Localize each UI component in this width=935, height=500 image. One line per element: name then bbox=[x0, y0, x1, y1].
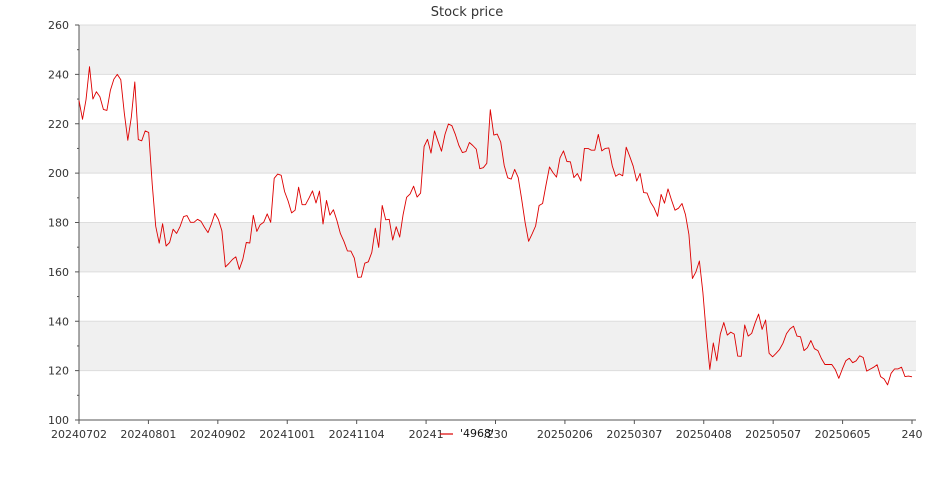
x-tick-label: 20241001 bbox=[259, 428, 315, 441]
x-tick-label: 20250206 bbox=[537, 428, 593, 441]
chart-title: Stock price bbox=[431, 5, 503, 20]
x-tick-label: 240 bbox=[902, 428, 923, 441]
y-axis: 100 120 140 160 180 200 220 240 260 bbox=[48, 19, 80, 427]
x-tick-label: .230 bbox=[483, 428, 508, 441]
y-tick-label: 220 bbox=[48, 118, 69, 131]
y-tick-label: 260 bbox=[48, 19, 69, 32]
x-tick-label: 20240902 bbox=[190, 428, 246, 441]
y-tick-label: 160 bbox=[48, 266, 69, 279]
legend-label: '4968' bbox=[460, 427, 494, 440]
price-line bbox=[78, 66, 913, 386]
background-bands bbox=[79, 25, 916, 371]
legend: '4968' bbox=[440, 427, 494, 440]
x-tick-label: 20241104 bbox=[329, 428, 385, 441]
y-tick-label: 100 bbox=[48, 414, 69, 427]
y-tick-label: 180 bbox=[48, 217, 69, 230]
x-tick-label: 20240801 bbox=[120, 428, 176, 441]
x-tick-label: 20241 bbox=[409, 428, 444, 441]
grid-band bbox=[79, 25, 916, 75]
y-tick-label: 140 bbox=[48, 315, 69, 328]
x-tick-label: 20240702 bbox=[51, 428, 107, 441]
x-axis: 20240702 20240801 20240902 20241001 20241104… bbox=[51, 419, 923, 441]
y-tick-label: 200 bbox=[48, 167, 69, 180]
grid-band bbox=[79, 222, 916, 272]
y-tick-label: 240 bbox=[48, 68, 69, 81]
y-tick-label: 120 bbox=[48, 365, 69, 378]
x-tick-label: 20250605 bbox=[815, 428, 871, 441]
x-tick-label: 20250408 bbox=[676, 428, 732, 441]
x-tick-label: 20250307 bbox=[606, 428, 662, 441]
grid-band bbox=[79, 321, 916, 371]
x-tick-label: 20250507 bbox=[745, 428, 801, 441]
grid-band bbox=[79, 123, 916, 174]
